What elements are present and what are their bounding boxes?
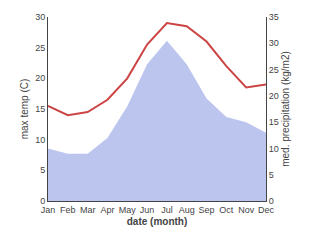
svg-text:25: 25 <box>35 43 45 53</box>
svg-text:10: 10 <box>269 144 279 154</box>
svg-text:Mar: Mar <box>80 205 96 215</box>
svg-text:5: 5 <box>40 165 45 175</box>
svg-text:Sep: Sep <box>199 205 215 215</box>
svg-text:Jul: Jul <box>161 205 173 215</box>
svg-text:15: 15 <box>35 104 45 114</box>
svg-text:0: 0 <box>40 196 45 206</box>
svg-text:0: 0 <box>269 196 274 206</box>
svg-text:20: 20 <box>35 73 45 83</box>
svg-text:Dec: Dec <box>258 205 275 215</box>
svg-text:30: 30 <box>269 38 279 48</box>
svg-text:20: 20 <box>269 91 279 101</box>
svg-text:Oct: Oct <box>219 205 234 215</box>
svg-text:Jan: Jan <box>41 205 56 215</box>
svg-text:Nov: Nov <box>238 205 255 215</box>
svg-text:10: 10 <box>35 135 45 145</box>
svg-text:25: 25 <box>269 65 279 75</box>
svg-text:Aug: Aug <box>179 205 195 215</box>
svg-text:Feb: Feb <box>60 205 76 215</box>
svg-text:May: May <box>119 205 137 215</box>
svg-text:30: 30 <box>35 12 45 22</box>
svg-text:15: 15 <box>269 117 279 127</box>
svg-text:5: 5 <box>269 170 274 180</box>
svg-text:35: 35 <box>269 12 279 22</box>
svg-text:max temp (C): max temp (C) <box>19 79 30 140</box>
svg-text:date (month): date (month) <box>127 216 188 227</box>
svg-text:Apr: Apr <box>100 205 114 215</box>
svg-text:Jun: Jun <box>140 205 155 215</box>
svg-text:med. precipitation (kg/m2): med. precipitation (kg/m2) <box>280 51 291 167</box>
